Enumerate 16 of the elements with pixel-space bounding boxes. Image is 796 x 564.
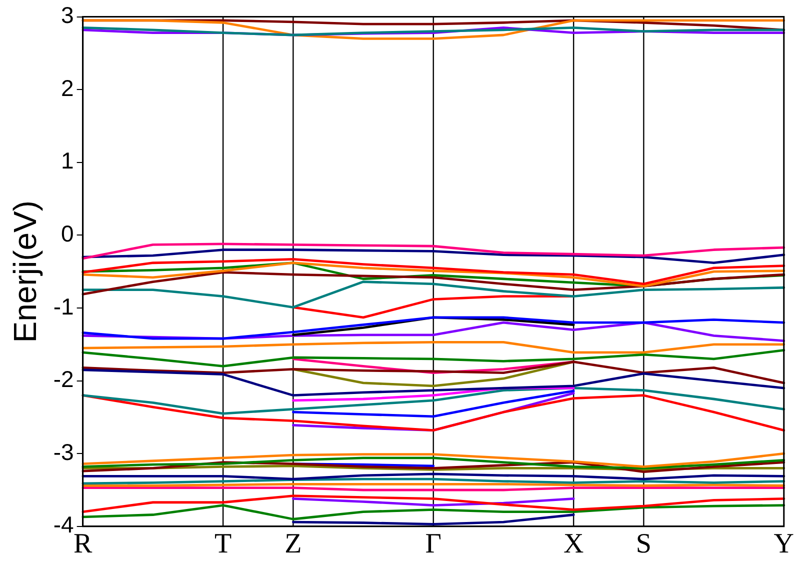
y-tick-label: 0 — [61, 220, 74, 247]
y-tick-label: -2 — [53, 366, 74, 392]
x-tick-label: X — [563, 528, 584, 560]
y-tick-label: 1 — [61, 148, 74, 174]
y-tick-label: -1 — [53, 293, 74, 320]
y-tick-label: 3 — [61, 2, 74, 28]
x-tick-label: Y — [774, 528, 794, 560]
y-tick-label: -4 — [53, 512, 74, 538]
y-tick-label: 2 — [61, 74, 74, 101]
x-tick-label: Z — [284, 528, 302, 560]
x-tick-label: R — [74, 528, 93, 560]
x-tick-label: Γ — [425, 528, 442, 560]
y-axis-title: Enerji(eV) — [7, 200, 44, 343]
y-tick-label: -3 — [53, 438, 74, 465]
x-tick-label: T — [214, 528, 232, 560]
x-tick-label: S — [636, 528, 652, 560]
